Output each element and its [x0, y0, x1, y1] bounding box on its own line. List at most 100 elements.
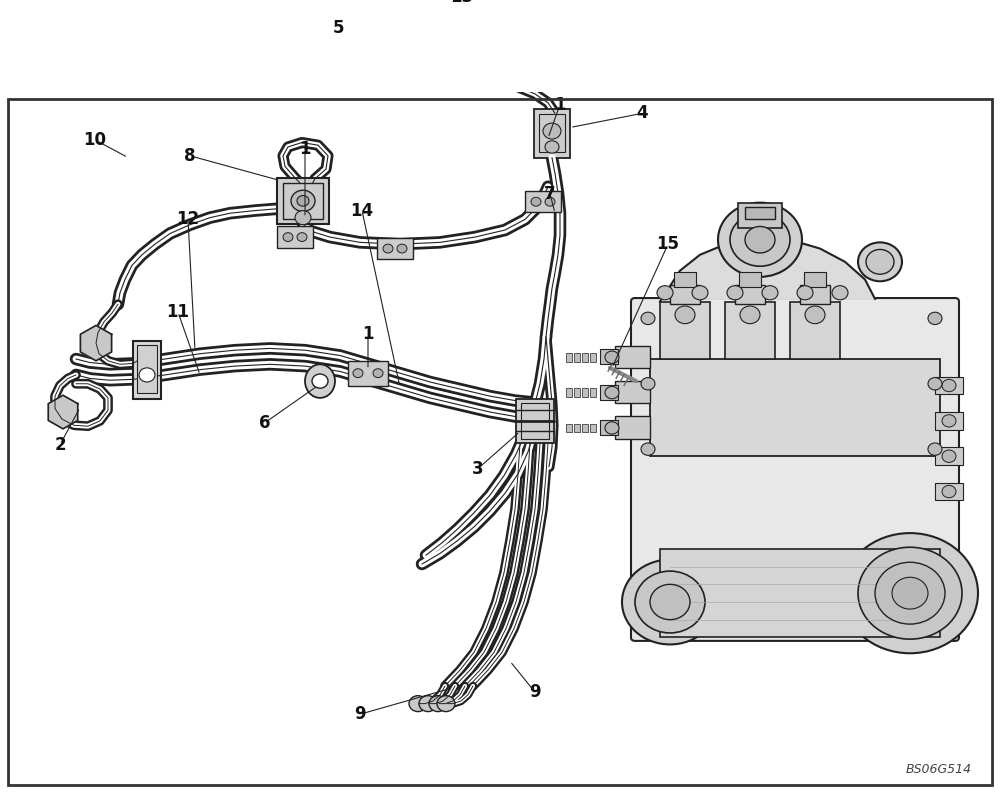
Circle shape [928, 443, 942, 455]
Circle shape [622, 560, 718, 645]
Text: 1: 1 [554, 96, 566, 113]
Circle shape [437, 695, 455, 711]
Text: 5: 5 [332, 19, 344, 36]
Bar [566, 388, 572, 397]
Bar [348, 361, 388, 386]
Circle shape [397, 244, 407, 253]
Circle shape [866, 249, 894, 274]
Bar [283, 183, 323, 219]
Bar [745, 207, 775, 219]
Circle shape [762, 286, 778, 300]
Circle shape [842, 533, 978, 653]
Circle shape [858, 242, 902, 281]
Bar [735, 285, 765, 304]
Circle shape [605, 422, 619, 434]
Bar [277, 227, 313, 248]
Polygon shape [660, 237, 875, 302]
Circle shape [283, 233, 293, 242]
Bar [615, 381, 650, 403]
Circle shape [545, 197, 555, 206]
Text: 3: 3 [472, 459, 484, 478]
Bar [804, 272, 826, 287]
Bar [600, 420, 618, 435]
Circle shape [745, 227, 775, 253]
Text: 4: 4 [636, 105, 648, 123]
Circle shape [291, 190, 315, 211]
Circle shape [657, 286, 673, 300]
Text: 11: 11 [166, 303, 190, 322]
Bar [277, 178, 329, 224]
Bar [137, 345, 157, 394]
Circle shape [429, 695, 447, 711]
Circle shape [928, 378, 942, 390]
Bar [738, 204, 782, 228]
Circle shape [297, 233, 307, 242]
Bar [800, 285, 830, 304]
Text: 8: 8 [184, 147, 196, 165]
Circle shape [383, 244, 393, 253]
Bar [582, 352, 588, 362]
Bar [739, 272, 761, 287]
Circle shape [641, 312, 655, 325]
Circle shape [373, 369, 383, 378]
Circle shape [832, 286, 848, 300]
Bar [582, 424, 588, 432]
Circle shape [531, 197, 541, 206]
Circle shape [297, 196, 309, 206]
Circle shape [605, 386, 619, 399]
Circle shape [740, 306, 760, 324]
Circle shape [928, 312, 942, 325]
Circle shape [675, 306, 695, 324]
Circle shape [545, 141, 559, 153]
Polygon shape [48, 395, 78, 428]
Bar [615, 346, 650, 367]
Circle shape [295, 211, 311, 225]
Polygon shape [80, 326, 112, 361]
Circle shape [409, 695, 427, 711]
Circle shape [942, 379, 956, 392]
Circle shape [942, 485, 956, 497]
Bar [674, 272, 696, 287]
Bar [725, 302, 775, 359]
Circle shape [892, 577, 928, 609]
Bar [521, 403, 549, 439]
Bar [566, 352, 572, 362]
Text: 6: 6 [259, 413, 271, 432]
Bar [790, 302, 840, 359]
Bar [600, 385, 618, 400]
Circle shape [942, 415, 956, 427]
Circle shape [805, 306, 825, 324]
Text: 15: 15 [656, 235, 680, 253]
Bar [600, 349, 618, 364]
Bar [590, 424, 596, 432]
Bar [516, 399, 554, 443]
Bar [525, 191, 561, 212]
Circle shape [419, 695, 437, 711]
Circle shape [858, 547, 962, 639]
Text: 12: 12 [176, 211, 200, 228]
Text: 9: 9 [529, 683, 541, 701]
Circle shape [730, 213, 790, 266]
Circle shape [139, 367, 155, 382]
Circle shape [635, 571, 705, 633]
Text: 1: 1 [362, 326, 374, 343]
Bar [670, 285, 700, 304]
Circle shape [875, 562, 945, 624]
Bar [615, 417, 650, 439]
Circle shape [641, 378, 655, 390]
Bar [935, 483, 963, 501]
Text: 2: 2 [54, 436, 66, 454]
Bar [650, 359, 940, 456]
Circle shape [650, 584, 690, 619]
Text: 13: 13 [450, 0, 474, 6]
Circle shape [942, 450, 956, 463]
Bar [590, 352, 596, 362]
Bar [566, 424, 572, 432]
Circle shape [727, 286, 743, 300]
Circle shape [543, 123, 561, 139]
Circle shape [312, 374, 328, 388]
Circle shape [692, 286, 708, 300]
Text: 1: 1 [299, 139, 311, 158]
Text: 14: 14 [350, 202, 374, 219]
Bar [660, 302, 710, 359]
